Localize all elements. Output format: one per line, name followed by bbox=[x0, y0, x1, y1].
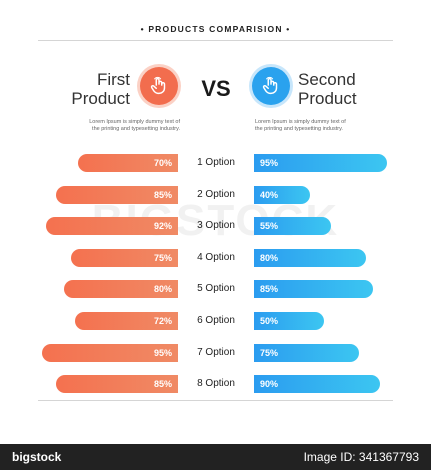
option-label: 4 Option bbox=[197, 251, 235, 263]
second-product-description-line2: the printing and typesetting industry. bbox=[255, 126, 343, 132]
first-product-badge bbox=[140, 67, 178, 105]
first-product-description: Lorem Ipsum is simply dummy text of the … bbox=[60, 119, 180, 133]
first-product-value-label: 95% bbox=[153, 347, 172, 358]
first-product-value-label: 75% bbox=[153, 252, 172, 263]
first-product-bar: 80% bbox=[63, 280, 178, 299]
first-product-value-label: 85% bbox=[153, 379, 172, 390]
second-product-description-line1: Lorem Ipsum is simply dummy text of bbox=[255, 119, 346, 125]
option-label: 6 Option bbox=[197, 315, 235, 326]
option-label: 2 Option bbox=[197, 188, 235, 200]
second-product-title: Second Product bbox=[298, 70, 398, 108]
second-product-value-label: 50% bbox=[260, 316, 279, 326]
second-product-bar: 85% bbox=[254, 280, 373, 299]
first-product-title-line2: Product bbox=[71, 89, 130, 108]
footer-brand: bigstock bbox=[12, 450, 62, 464]
second-product-bar: 75% bbox=[254, 343, 359, 362]
first-product-bar: 85% bbox=[56, 375, 178, 394]
first-product-bar: 72% bbox=[75, 312, 178, 330]
first-product-value-label: 80% bbox=[153, 284, 172, 295]
second-product-title-line2: Product bbox=[298, 89, 357, 108]
second-product-bar: 90% bbox=[254, 375, 380, 394]
footer-bar: bigstock Image ID: 341367793 bbox=[0, 444, 431, 470]
footer-image-id: Image ID: 341367793 bbox=[303, 450, 419, 464]
second-product-bar: 80% bbox=[254, 248, 366, 267]
first-product-value-label: 85% bbox=[153, 189, 172, 200]
second-product-title-line1: Second bbox=[298, 70, 356, 89]
second-product-value-label: 95% bbox=[260, 158, 279, 168]
second-product-bar: 40% bbox=[254, 185, 310, 204]
header-divider bbox=[38, 40, 393, 41]
first-product-bar: 75% bbox=[70, 248, 178, 267]
option-label: 5 Option bbox=[197, 283, 235, 295]
hand-pointer-icon bbox=[262, 76, 278, 95]
first-product-title-line1: First bbox=[96, 70, 130, 89]
option-label: 7 Option bbox=[197, 346, 235, 358]
second-product-value-label: 40% bbox=[260, 189, 279, 200]
vs-label: VS bbox=[201, 76, 231, 101]
hand-pointer-icon bbox=[150, 76, 166, 95]
first-product-bar: 85% bbox=[56, 185, 178, 204]
second-product-bar: 55% bbox=[254, 217, 331, 236]
first-product-value-label: 92% bbox=[153, 221, 172, 232]
second-product-bar: 95% bbox=[254, 154, 387, 172]
first-product-value-label: 72% bbox=[153, 316, 172, 326]
second-product-value-label: 80% bbox=[260, 252, 279, 263]
option-label: 8 Option bbox=[197, 378, 235, 390]
second-product-value-label: 90% bbox=[260, 379, 279, 390]
footer-divider bbox=[38, 400, 393, 401]
second-product-value-label: 55% bbox=[260, 221, 279, 232]
second-product-badge bbox=[252, 67, 290, 105]
page-title: • PRODUCTS COMPARISION • bbox=[140, 24, 291, 34]
first-product-description-line2: the printing and typesetting industry. bbox=[92, 126, 180, 132]
second-product-description: Lorem Ipsum is simply dummy text of the … bbox=[255, 119, 375, 133]
first-product-value-label: 70% bbox=[153, 158, 172, 168]
first-product-bar: 92% bbox=[46, 217, 178, 236]
second-product-bar: 50% bbox=[254, 312, 324, 330]
second-product-value-label: 75% bbox=[260, 347, 279, 358]
first-product-bar: 95% bbox=[42, 343, 178, 362]
option-label: 3 Option bbox=[197, 220, 235, 232]
second-product-value-label: 85% bbox=[260, 284, 279, 295]
first-product-bar: 70% bbox=[77, 154, 178, 172]
first-product-description-line1: Lorem Ipsum is simply dummy text of bbox=[89, 119, 180, 125]
first-product-title: First Product bbox=[50, 70, 130, 108]
option-label: 1 Option bbox=[197, 157, 235, 168]
